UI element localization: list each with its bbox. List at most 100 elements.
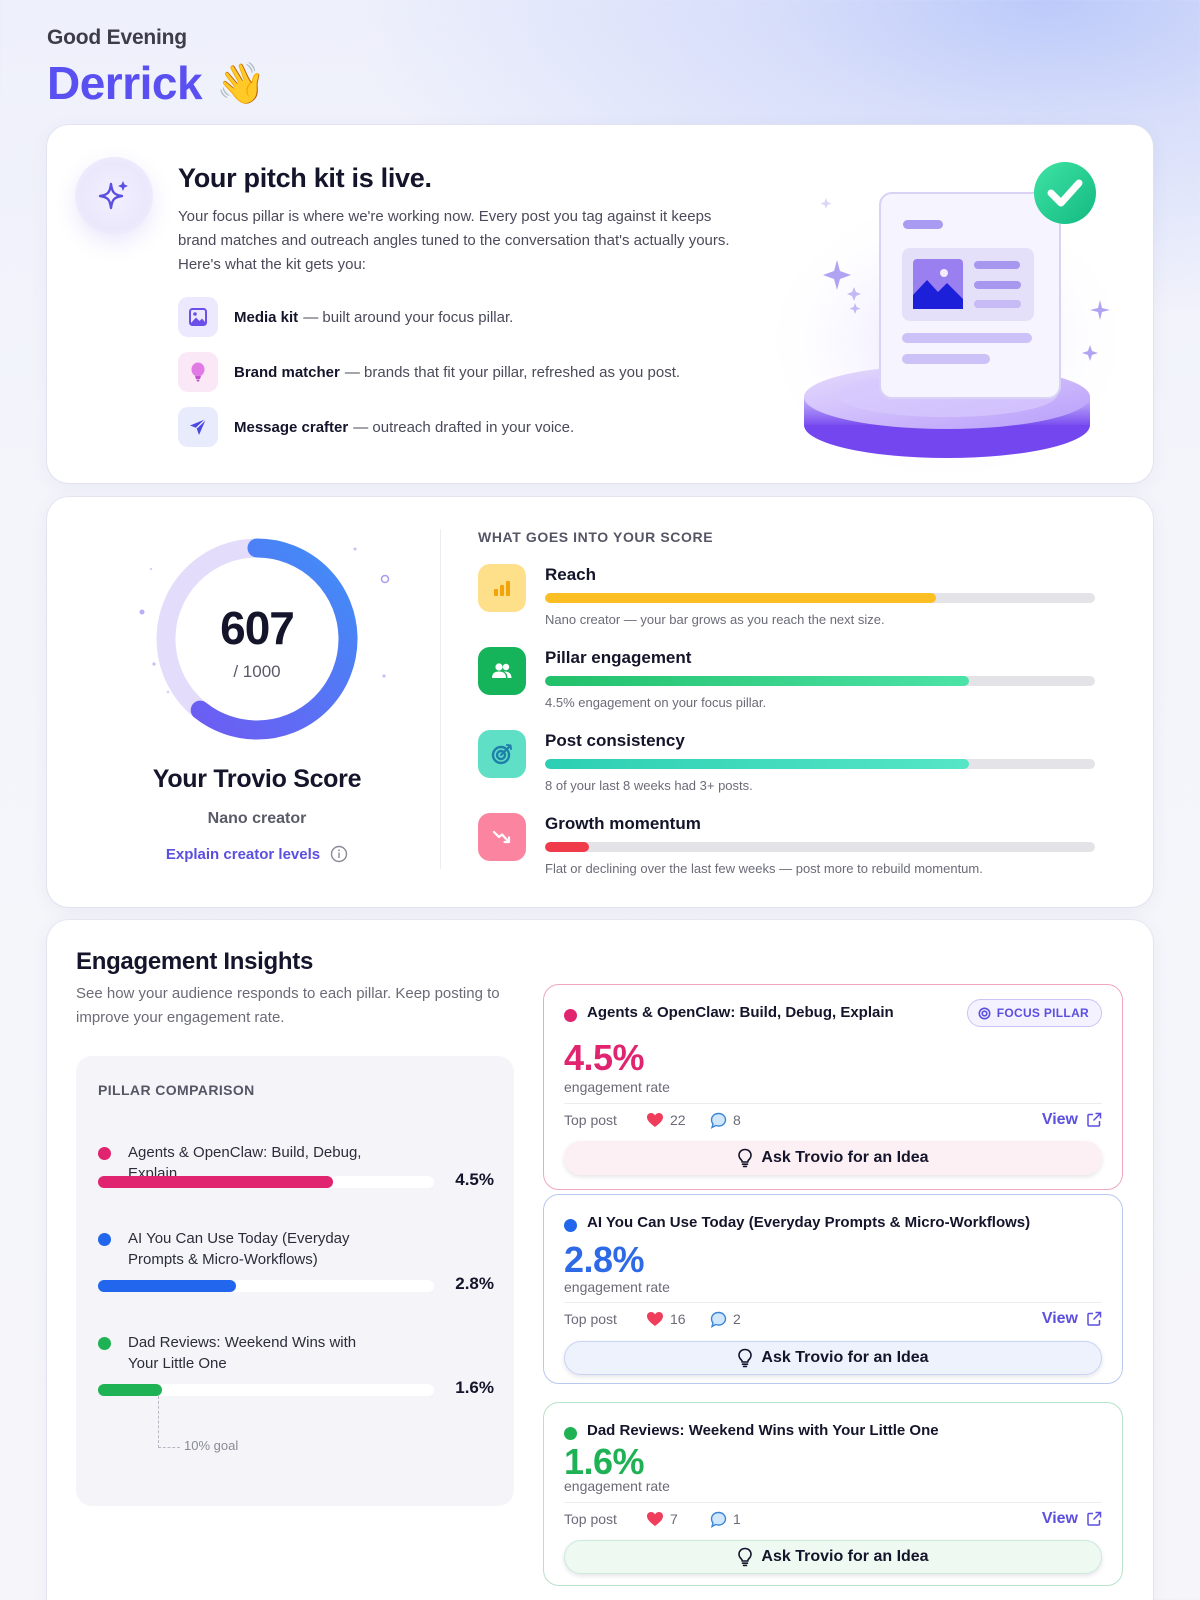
- factor-progress-fill: [545, 593, 936, 603]
- document-check-illustration: [757, 162, 1137, 475]
- pillar-card-title: Agents & OpenClaw: Build, Debug, Explain: [587, 1004, 894, 1021]
- heart-icon: [647, 1312, 663, 1326]
- pitch-kit-title: Your pitch kit is live.: [178, 163, 432, 193]
- ask-trovio-button[interactable]: Ask Trovio for an Idea: [564, 1341, 1102, 1375]
- trending-down-icon: [478, 813, 526, 861]
- card-separator: [564, 1103, 1102, 1104]
- heart-icon: [647, 1512, 663, 1526]
- comparison-row: Dad Reviews: Weekend Wins with Your Litt…: [98, 1332, 494, 1412]
- pillar-color-dot: [564, 1427, 577, 1440]
- view-post-link[interactable]: View: [1042, 1510, 1102, 1528]
- goal-label: 10% goal: [184, 1438, 239, 1453]
- user-name: Derrick: [47, 57, 203, 109]
- score-value: 607: [220, 602, 295, 654]
- lightbulb-icon: [738, 1148, 753, 1168]
- focus-pillar-badge: FOCUS PILLAR: [966, 999, 1102, 1027]
- view-label: View: [1041, 1510, 1078, 1527]
- factor-progress-fill: [545, 842, 589, 852]
- ask-trovio-label: Ask Trovio for an Idea: [761, 1149, 929, 1166]
- creator-level: Nano creator: [207, 810, 307, 827]
- pillar-color-dot: [564, 1219, 577, 1232]
- factor-progress: [545, 842, 1095, 852]
- image-icon: [178, 297, 218, 337]
- top-post-stats: Top post 16 2 View: [564, 1308, 1102, 1330]
- pillar-label: AI You Can Use Today (Everyday Prompts &…: [128, 1230, 350, 1268]
- target-icon: [978, 1007, 991, 1019]
- factor-desc: Nano creator — your bar grows as you rea…: [545, 612, 885, 627]
- comment-icon: [710, 1511, 727, 1528]
- comparison-bar-fill: [98, 1176, 334, 1188]
- top-post-label: Top post: [564, 1311, 617, 1327]
- comparison-bar-track: [98, 1176, 434, 1188]
- target-icon: [478, 730, 526, 778]
- factor-growth-momentum: Growth momentum Flat or declining over t…: [478, 813, 1108, 883]
- ask-trovio-button[interactable]: Ask Trovio for an Idea: [564, 1141, 1102, 1175]
- engagement-insights-card: Engagement Insights See how your audienc…: [47, 920, 1153, 1600]
- engagement-rate-label: engagement rate: [564, 1279, 670, 1295]
- factors-heading: WHAT GOES INTO YOUR SCORE: [478, 529, 714, 545]
- explain-creator-levels-link[interactable]: Explain creator levels: [47, 845, 467, 863]
- lightbulb-icon: [738, 1348, 753, 1368]
- pillar-comparison-panel: PILLAR COMPARISON Agents & OpenClaw: Bui…: [76, 1056, 514, 1506]
- pillar-comparison-heading: PILLAR COMPARISON: [98, 1082, 255, 1098]
- pillar-color-dot: [98, 1147, 111, 1160]
- likes-count: 7: [670, 1511, 678, 1527]
- users-icon: [478, 647, 526, 695]
- feature-list: Media kit — built around your focus pill…: [178, 297, 680, 462]
- comparison-bar-track: [98, 1280, 434, 1292]
- pillar-label: Dad Reviews: Weekend Wins with Your Litt…: [128, 1334, 357, 1372]
- comments-count: 2: [733, 1311, 741, 1327]
- pillar-rate: 4.5%: [455, 1170, 494, 1189]
- feature-desc: — brands that fit your pillar, refreshed…: [344, 363, 681, 381]
- send-icon: [178, 407, 218, 447]
- likes-stat: 7: [646, 1511, 710, 1527]
- ask-trovio-button[interactable]: Ask Trovio for an Idea: [564, 1540, 1102, 1574]
- score-gauge: 607 / 1000: [112, 529, 407, 749]
- view-post-link[interactable]: View: [1042, 1310, 1102, 1328]
- factor-reach: Reach Nano creator — your bar grows as y…: [478, 564, 1108, 634]
- feature-message-crafter: Message crafter — outreach drafted in yo…: [178, 407, 680, 447]
- greeting-name-row: Derrick 👋: [47, 56, 266, 110]
- greeting: Good Evening Derrick 👋: [47, 26, 266, 110]
- card-separator: [564, 1502, 1102, 1503]
- lightbulb-icon: [738, 1547, 753, 1567]
- score-max: / 1000: [233, 662, 281, 681]
- pillar-card: AI You Can Use Today (Everyday Prompts &…: [543, 1194, 1123, 1384]
- pillar-rate: 1.6%: [455, 1378, 494, 1397]
- view-post-link[interactable]: View: [1042, 1111, 1102, 1129]
- comments-stat: 2: [710, 1311, 774, 1328]
- pitch-kit-intro: Your focus pillar is where we're working…: [178, 208, 730, 273]
- likes-count: 22: [670, 1112, 686, 1128]
- score-title: Your Trovio Score: [152, 765, 362, 793]
- pillar-card: Agents & OpenClaw: Build, Debug, Explain…: [543, 984, 1123, 1190]
- factor-desc: Flat or declining over the last few week…: [545, 861, 983, 876]
- likes-count: 16: [670, 1311, 686, 1327]
- comments-count: 8: [733, 1112, 741, 1128]
- comparison-row: Agents & OpenClaw: Build, Debug, Explain…: [98, 1142, 494, 1202]
- feature-media-kit: Media kit — built around your focus pill…: [178, 297, 680, 337]
- comments-stat: 1: [710, 1511, 774, 1528]
- view-label: View: [1041, 1111, 1078, 1128]
- sparkle-icon: [75, 157, 153, 235]
- pillar-color-dot: [98, 1337, 111, 1350]
- factor-post-consistency: Post consistency 8 of your last 8 weeks …: [478, 730, 1108, 800]
- explain-link-label: Explain creator levels: [165, 845, 321, 863]
- top-post-label: Top post: [564, 1112, 617, 1128]
- factor-name: Post consistency: [545, 731, 685, 750]
- pillar-card-title: Dad Reviews: Weekend Wins with Your Litt…: [587, 1422, 939, 1439]
- card-separator: [564, 1302, 1102, 1303]
- engagement-intro: See how your audience responds to each p…: [76, 985, 500, 1026]
- vertical-divider: [440, 529, 441, 869]
- comparison-bar-fill: [98, 1384, 162, 1396]
- pillar-rate: 2.8%: [455, 1274, 494, 1293]
- pillar-engagement-rate: 4.5%: [564, 1037, 645, 1078]
- feature-name: Message crafter: [234, 418, 349, 436]
- external-link-icon: [1087, 1511, 1102, 1526]
- engagement-title: Engagement Insights: [76, 948, 313, 975]
- goal-marker-line: [158, 1396, 180, 1448]
- bar-chart-icon: [478, 564, 526, 612]
- feature-name: Brand matcher: [234, 363, 340, 381]
- pillar-engagement-rate: 1.6%: [564, 1441, 645, 1482]
- likes-stat: 16: [646, 1311, 710, 1327]
- score-ring-chart: [139, 538, 407, 740]
